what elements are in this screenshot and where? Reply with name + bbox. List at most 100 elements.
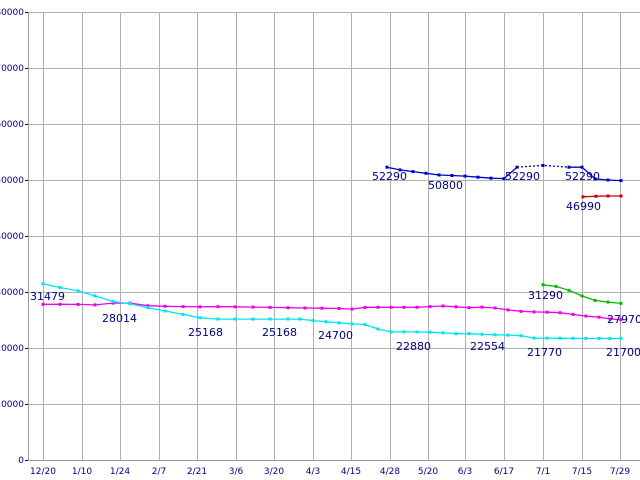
x-axis-tick-label: 7/1 [536, 467, 550, 477]
y-axis-tick-label: 60000 [0, 120, 24, 130]
data-point-marker [268, 305, 272, 309]
data-point-marker [111, 300, 115, 304]
data-point-value-label: 22554 [470, 340, 505, 353]
data-point-value-label: 22880 [396, 340, 431, 353]
data-point-marker [233, 305, 237, 309]
data-point-value-label: 52290 [372, 170, 407, 183]
data-point-marker [428, 305, 432, 309]
x-axis-tick-label: 5/20 [418, 467, 438, 477]
x-axis-tick-label: 1/24 [110, 467, 130, 477]
series-red [581, 194, 623, 199]
y-axis-tick-label: 80000 [0, 8, 24, 18]
series-magenta [41, 301, 623, 322]
data-point-marker [251, 305, 255, 309]
data-point-marker [593, 177, 597, 181]
data-point-marker [402, 330, 406, 334]
data-point-marker [415, 330, 419, 334]
data-point-marker [41, 302, 45, 306]
y-axis-tick-label: 70000 [0, 64, 24, 74]
data-point-marker [493, 333, 497, 337]
x-axis-tick-label: 3/20 [264, 467, 284, 477]
x-axis-tick-label: 7/15 [572, 467, 592, 477]
data-point-marker [541, 283, 545, 287]
data-point-marker [428, 330, 432, 334]
data-point-marker [450, 174, 454, 178]
data-point-marker [619, 194, 623, 198]
data-point-marker [111, 301, 115, 305]
data-point-marker [441, 331, 445, 335]
data-point-marker [502, 177, 506, 181]
data-point-marker [571, 312, 575, 316]
data-point-marker [594, 194, 598, 198]
data-point-value-label: 25168 [188, 326, 223, 339]
data-point-marker [441, 304, 445, 308]
data-point-marker [554, 284, 558, 288]
x-axis-tick-label: 1/10 [72, 467, 92, 477]
y-axis-tick-label: 30000 [0, 288, 24, 298]
data-point-marker [467, 332, 471, 336]
x-axis-tick-label: 7/29 [610, 467, 630, 477]
data-point-marker [41, 282, 45, 286]
data-point-marker [545, 310, 549, 314]
data-point-marker [398, 168, 402, 172]
data-point-marker [506, 333, 510, 337]
data-point-marker [298, 317, 302, 321]
data-point-marker [515, 165, 519, 169]
data-point-marker [581, 195, 585, 199]
data-point-marker [567, 288, 571, 292]
data-point-value-label: 25168 [262, 326, 297, 339]
data-point-marker [506, 308, 510, 312]
data-point-marker [76, 302, 80, 306]
data-point-marker [363, 322, 367, 326]
gridlines [28, 12, 640, 460]
data-point-value-label: 21700 [606, 346, 640, 359]
y-axis-tick-label: 0 [18, 456, 24, 466]
data-point-marker [146, 304, 150, 308]
data-point-marker [181, 312, 185, 316]
y-axis-tick-label: 50000 [0, 176, 24, 186]
data-point-marker [619, 301, 623, 305]
data-point-marker [584, 314, 588, 318]
data-point-marker [608, 317, 612, 321]
x-axis-tick-label: 4/15 [341, 467, 361, 477]
data-point-marker [532, 336, 536, 340]
data-point-marker [454, 305, 458, 309]
data-point-marker [163, 309, 167, 313]
data-point-value-label: 52290 [565, 170, 600, 183]
data-point-marker [606, 178, 610, 182]
data-point-marker [476, 175, 480, 179]
data-point-marker [363, 305, 367, 309]
data-point-marker [93, 303, 97, 307]
data-point-marker [454, 332, 458, 336]
data-point-marker [480, 332, 484, 336]
data-point-marker [541, 163, 545, 167]
data-point-marker [216, 317, 220, 321]
x-axis-tick-label: 4/28 [380, 467, 400, 477]
data-point-marker [385, 165, 389, 169]
data-point-marker [350, 307, 354, 311]
data-point-value-label: 50800 [428, 179, 463, 192]
data-point-marker [402, 305, 406, 309]
x-axis-tick-label: 6/3 [458, 467, 472, 477]
data-point-marker [519, 334, 523, 338]
data-point-marker [606, 300, 610, 304]
data-point-marker [389, 305, 393, 309]
data-point-marker [311, 319, 315, 323]
data-point-marker [608, 336, 612, 340]
x-axis-tick-label: 3/6 [229, 467, 244, 477]
data-point-marker [58, 286, 62, 290]
data-point-marker [286, 317, 290, 321]
data-point-marker [567, 165, 571, 169]
data-point-marker [545, 336, 549, 340]
data-point-marker [480, 305, 484, 309]
series-line [43, 302, 622, 321]
data-point-marker [216, 305, 220, 309]
data-point-marker [268, 317, 272, 321]
series-line [516, 164, 570, 168]
data-point-marker [337, 307, 341, 311]
data-point-marker [146, 306, 150, 310]
data-point-marker [619, 336, 623, 340]
series-blue [385, 163, 623, 183]
data-point-marker [463, 174, 467, 178]
